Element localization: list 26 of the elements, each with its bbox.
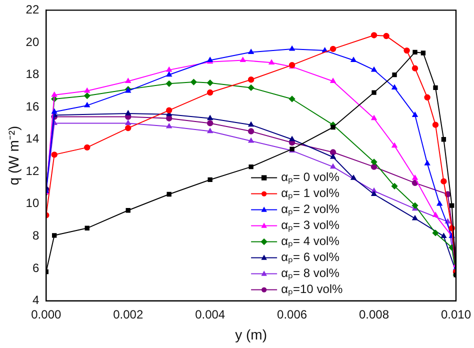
- y-tick-label: 22: [26, 2, 40, 17]
- legend-label: αₚ= 4 vol%: [281, 234, 340, 248]
- legend-label: αₚ= 8 vol%: [281, 266, 340, 280]
- x-tick-label: 0.004: [195, 307, 226, 322]
- x-axis-title: y (m): [235, 326, 268, 342]
- y-tick-label: 10: [26, 196, 40, 210]
- legend-label: αₚ= 2 vol%: [281, 202, 340, 216]
- x-tick-label: 0.002: [113, 307, 144, 322]
- y-tick-label: 12: [26, 164, 40, 178]
- y-tick-label: 14: [26, 132, 40, 146]
- x-tick-label: 0.000: [31, 307, 62, 322]
- legend-label: αₚ= 0 vol%: [281, 170, 340, 184]
- x-tick-label: 0.008: [359, 307, 390, 322]
- y-tick-label: 18: [26, 67, 40, 82]
- x-tick-label: 0.006: [277, 307, 308, 322]
- y-axis-title: q (W m⁻²): [5, 126, 22, 186]
- x-tick-label: 0.010: [440, 307, 472, 322]
- legend-label: αₚ= 6 vol%: [281, 250, 340, 264]
- y-tick-label: 6: [32, 260, 40, 275]
- legend-label: αₚ= 1 vol%: [281, 186, 340, 200]
- y-tick-label: 8: [32, 228, 40, 243]
- y-tick-label: 4: [32, 293, 40, 308]
- legend-label: αₚ=10 vol%: [281, 282, 344, 296]
- y-tick-label: 16: [26, 99, 40, 114]
- legend-label: αₚ= 3 vol%: [281, 218, 340, 232]
- y-tick-label: 20: [26, 34, 40, 49]
